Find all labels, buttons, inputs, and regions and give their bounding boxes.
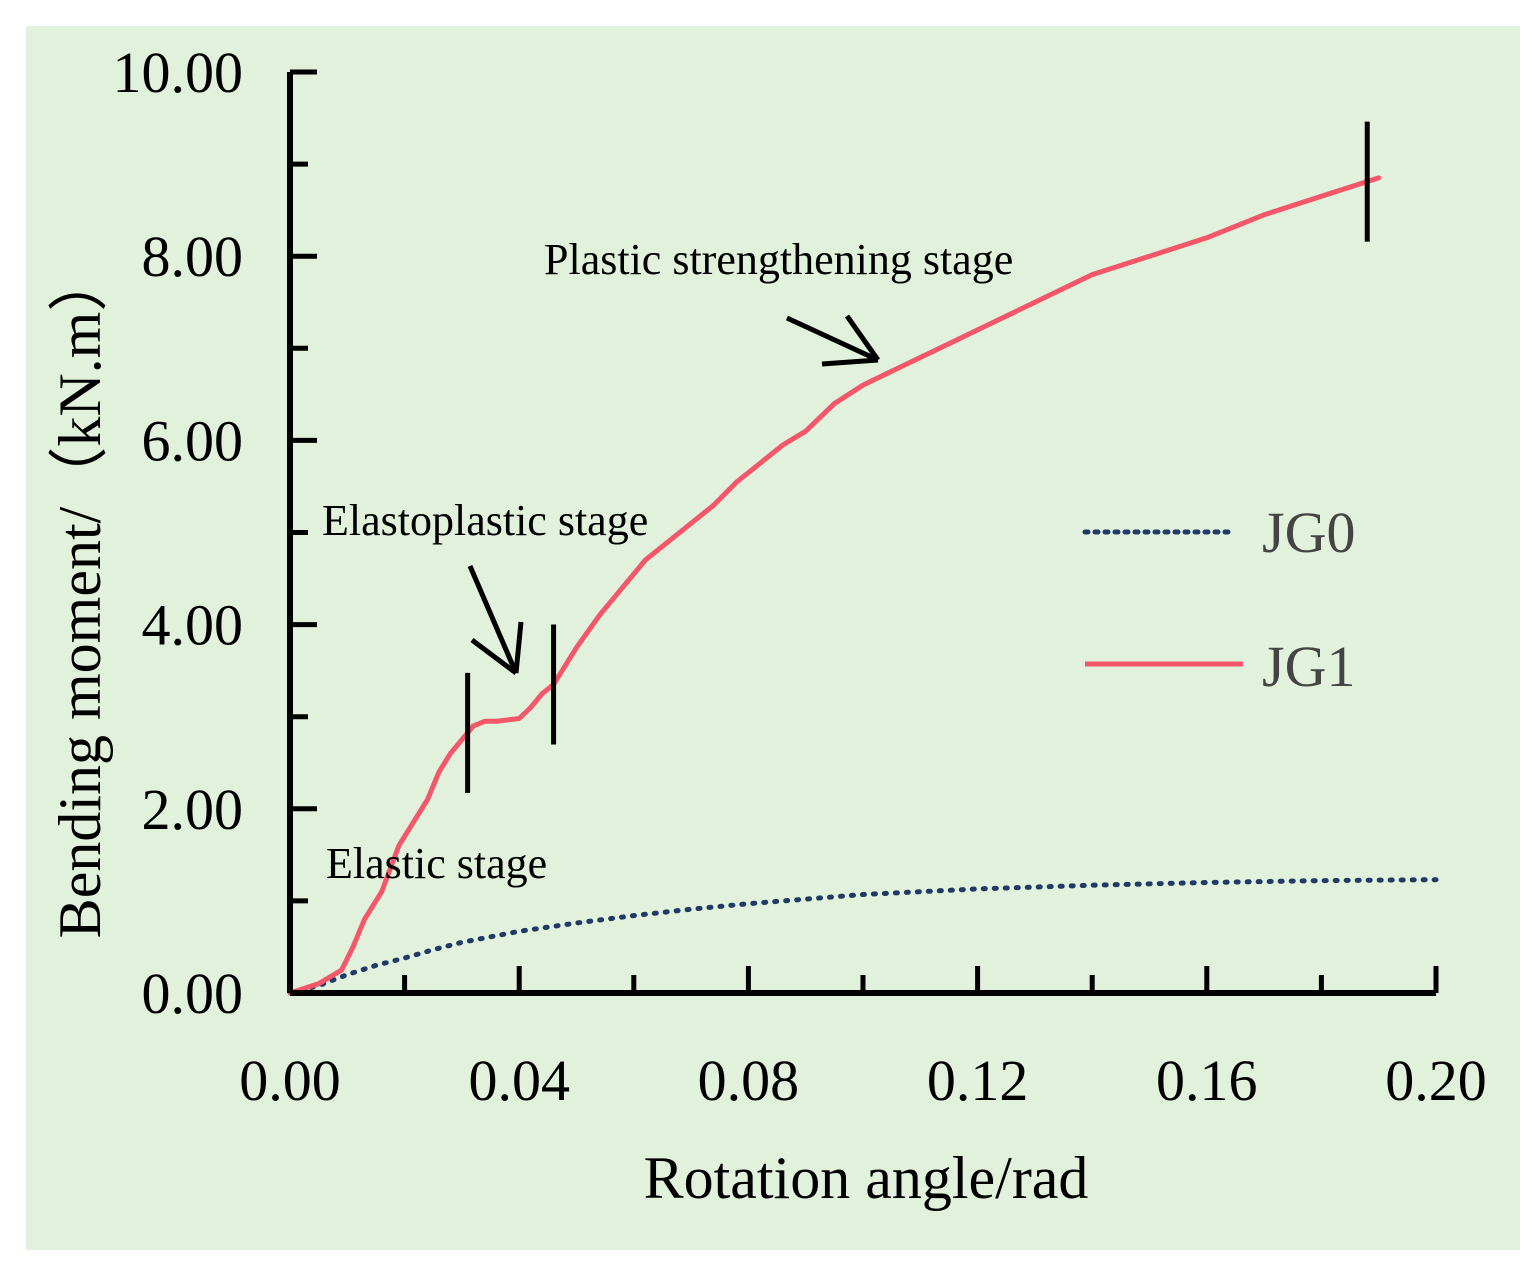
- y-tick-label: 4.00: [142, 593, 244, 658]
- y-tick-label: 8.00: [142, 224, 244, 289]
- annotation-plastic-strengthening: Plastic strengthening stage: [544, 235, 1013, 284]
- series-line-jg1: [287, 175, 1382, 996]
- series-layer: [287, 175, 1439, 996]
- x-tick-label: 0.00: [239, 1048, 341, 1113]
- y-tick-label: 10.00: [113, 40, 244, 105]
- x-tick-label: 0.12: [927, 1048, 1029, 1113]
- series-line-jg0: [287, 877, 1439, 996]
- arrow-plastic-strengthening: [785, 314, 881, 367]
- x-tick-label: 0.08: [698, 1048, 800, 1113]
- y-tick-label: 0.00: [142, 961, 244, 1026]
- legend: JG0 JG1: [1082, 500, 1355, 699]
- x-tick-label: 0.20: [1385, 1048, 1487, 1113]
- x-tick-label: 0.04: [468, 1048, 570, 1113]
- y-tick-label: 2.00: [142, 777, 244, 842]
- chart-background: [26, 26, 1520, 1250]
- tick-layer: 0.00 0.04 0.08 0.12 0.16 0.20 0.00 2.00 4.00 6.00…: [113, 40, 1487, 1113]
- legend-jg0-label: JG0: [1262, 500, 1355, 565]
- stage-marker-layer: [465, 121, 1370, 793]
- y-axis-title: Bending moment/（kN.m）: [47, 252, 113, 939]
- x-tick-label: 0.16: [1156, 1048, 1258, 1113]
- legend-jg1-label: JG1: [1262, 634, 1355, 699]
- arrow-elastoplastic: [467, 565, 524, 675]
- y-tick-label: 6.00: [142, 408, 244, 473]
- annotation-elastoplastic: Elastoplastic stage: [322, 496, 648, 545]
- annotation-elastic: Elastic stage: [326, 839, 547, 888]
- x-axis-title: Rotation angle/rad: [644, 1145, 1089, 1211]
